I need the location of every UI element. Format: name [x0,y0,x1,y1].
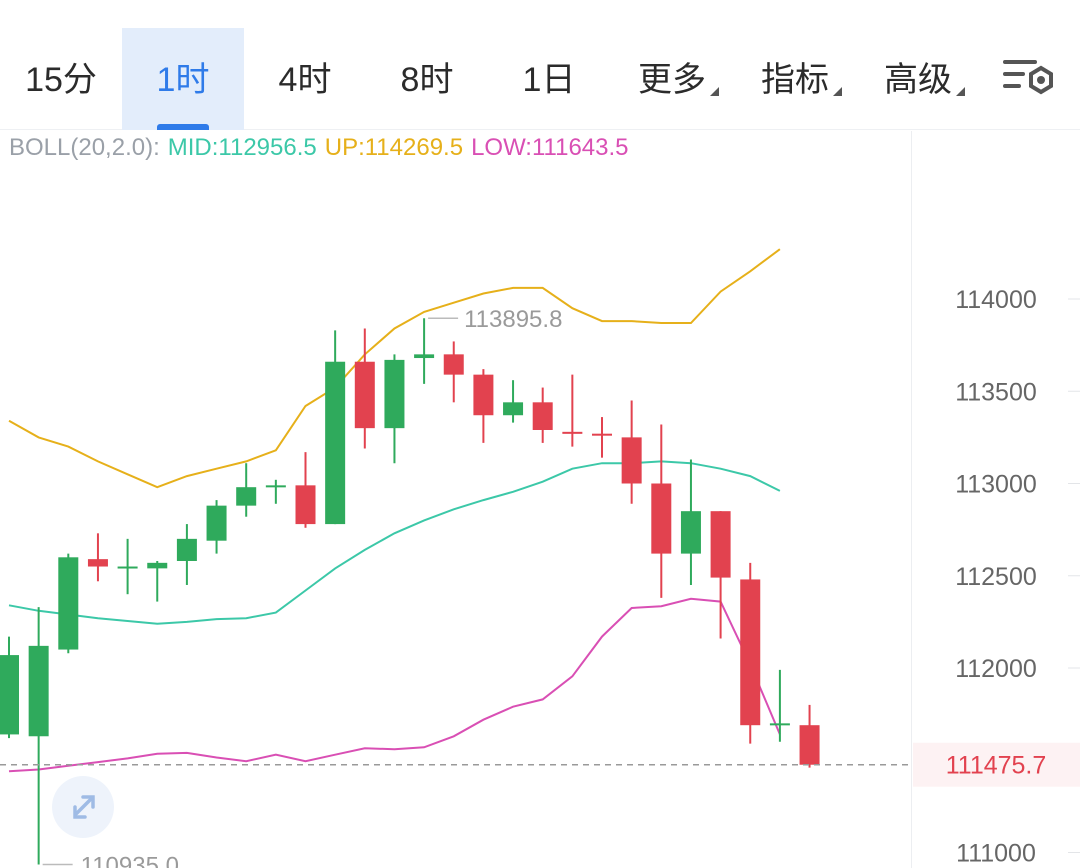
tab-8[interactable]: 高级 [857,28,979,130]
y-tick-label: 114000 [955,286,1037,314]
candle-body [769,723,790,726]
candle-body [58,557,79,650]
y-tick-label: 111000 [956,840,1036,868]
price-axis-divider [911,131,912,868]
tab-label: 15分 [25,61,97,99]
candle-body [206,505,227,541]
candle-body [680,511,701,554]
y-tick-label: 112000 [955,655,1037,683]
candle-body [621,437,642,484]
candle-body [503,402,524,416]
tab-7[interactable]: 指标 [734,28,856,130]
expand-chart-button[interactable] [52,776,114,838]
boll-up-line [8,248,781,489]
candle-body [117,566,138,569]
candle-body [562,431,583,434]
low-annotation: 110935.0 [81,852,179,868]
last-price-label: 111475.7 [946,752,1047,780]
tab-label: 1时 [156,61,210,99]
candle-body [651,483,672,554]
candle-body [325,361,346,525]
candle-body [354,361,375,429]
chart-settings-icon[interactable] [1003,56,1057,102]
dropdown-caret-icon [833,87,842,96]
tab-5[interactable]: 1日 [488,28,610,130]
candle-body [592,433,612,436]
tab-label: 更多 [638,61,706,99]
candle-body [87,559,108,567]
boll-low-line [8,597,781,773]
candle-body [799,725,820,765]
expand-arrows-icon [73,795,95,819]
boll-legend-low: LOW:111643.5 [471,134,629,161]
tab-6[interactable]: 更多 [611,28,733,130]
y-tick-label: 112500 [955,563,1037,591]
tab-3[interactable]: 4时 [244,28,366,130]
candle-body [740,579,761,726]
tab-4[interactable]: 8时 [366,28,488,130]
candlestick-chart[interactable]: 114000 113500 113000 112500 112000 111000 1114… [0,131,1080,868]
y-tick-label: 113500 [955,378,1037,406]
active-tab-underline [157,124,209,130]
candle-body [147,562,168,569]
tab-label: 8时 [400,61,454,99]
candle-body [473,374,494,416]
tab-label: 高级 [884,61,952,99]
boll-legend-up: UP:114269.5 [324,134,464,161]
tab-label: 4时 [278,61,332,99]
candle-body [176,538,197,561]
tab-1[interactable]: 15分 [0,28,122,130]
timeframe-tabbar: 15分 1时 4时 8时 1日 更多 指标 高级 [0,0,1080,130]
candle-body [265,485,286,488]
candle-body [443,354,464,375]
candle-body [0,655,19,735]
candle-body [414,354,435,359]
high-annotation: 113895.8 [464,306,562,333]
candle-body [532,402,553,430]
candle-body [710,511,731,578]
candle-body [295,485,316,525]
boll-legend: BOLL(20,2.0): MID:112956.5 UP:114269.5 LOW:… [9,134,637,162]
candle-body [236,487,257,506]
boll-legend-mid: MID:112956.5 [167,134,317,161]
tab-2[interactable]: 1时 [122,28,244,130]
dropdown-caret-icon [956,87,965,96]
y-tick-label: 113000 [955,471,1037,499]
candle-body [384,359,405,429]
tab-label: 1日 [522,61,576,99]
last-price-badge [913,742,1080,787]
dropdown-caret-icon [710,87,719,96]
boll-mid-line [8,460,781,625]
candle-body [28,645,49,737]
tab-label: 指标 [761,61,829,99]
boll-legend-name: BOLL(20,2.0): [9,134,160,161]
